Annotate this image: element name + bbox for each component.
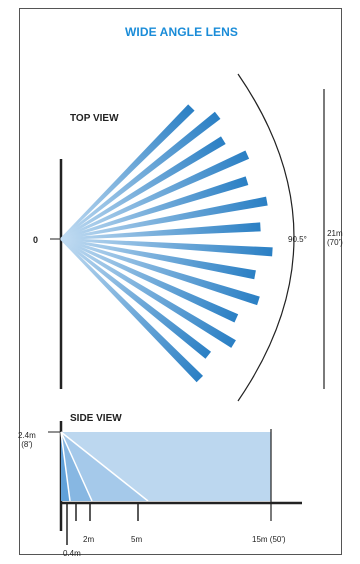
beam-shape [60, 238, 256, 280]
height-label: 2.4m (8') [18, 431, 36, 449]
coverage-arc [237, 73, 295, 402]
range-label-meters: 21m [327, 229, 343, 238]
side-coverage [60, 431, 271, 502]
lens-coverage-drawing [48, 73, 325, 545]
beam-1 [60, 104, 195, 240]
height-label-meters: 2.4m [18, 431, 36, 440]
origin-label: 0 [33, 235, 39, 245]
beam-13 [60, 238, 212, 359]
beam-11 [60, 238, 239, 323]
beam-shape [60, 136, 226, 240]
side-ray-2m [60, 431, 93, 502]
beam-6 [60, 196, 268, 240]
top-view-label: TOP VIEW [70, 113, 119, 124]
beam-shape [60, 150, 250, 240]
distance-label-5m: 5m [131, 535, 143, 544]
beam-4 [60, 150, 250, 240]
beam-shape [60, 238, 239, 323]
angle-label: 90.5° [288, 235, 307, 244]
side-ray-0-4m [60, 431, 71, 502]
side-ray-5m [60, 431, 149, 502]
beam-shape [60, 176, 249, 240]
beam-shape [60, 111, 221, 240]
beam-2 [60, 111, 221, 240]
side-view-label: SIDE VIEW [70, 413, 122, 424]
beam-10 [60, 238, 260, 306]
beam-shape [60, 238, 236, 348]
beam-shape [60, 196, 268, 240]
beam-shape [60, 238, 204, 383]
beam-8 [60, 238, 273, 257]
detection-beams [60, 104, 273, 383]
beam-shape [60, 238, 212, 359]
beam-3 [60, 136, 226, 240]
range-label: 21m (70') [327, 229, 343, 247]
beam-7 [60, 222, 261, 240]
range-label-feet: (70') [327, 238, 343, 247]
beam-14 [60, 238, 204, 383]
distance-label-2m: 2m [83, 535, 95, 544]
beam-shape [60, 222, 261, 240]
distance-label-15m: 15m (50') [252, 535, 286, 544]
beam-9 [60, 238, 256, 280]
beam-5 [60, 176, 249, 240]
diagram-title: WIDE ANGLE LENS [124, 25, 239, 39]
diagram-frame: WIDE ANGLE LENS TOP VIEW 0 90.5° 21m (70… [18, 8, 343, 558]
beam-12 [60, 238, 236, 348]
beam-shape [60, 104, 195, 240]
height-label-feet: (8') [21, 440, 33, 449]
distance-label-0-4m: 0.4m [63, 549, 81, 558]
beam-shape [60, 238, 273, 257]
beam-shape [60, 238, 260, 306]
